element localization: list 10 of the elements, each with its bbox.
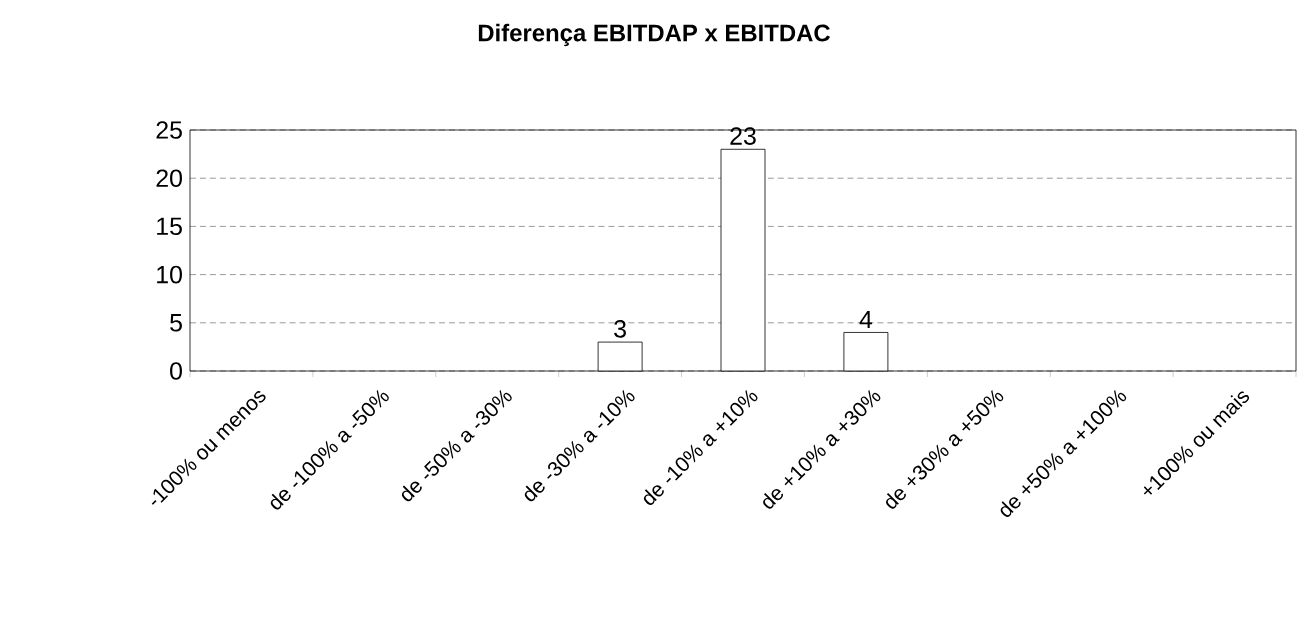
- y-tick-label: 25: [156, 121, 182, 139]
- y-tick-label: 0: [170, 362, 182, 380]
- data-label: 3: [614, 320, 626, 338]
- y-tick-label: 20: [156, 169, 182, 188]
- y-tick-label: 10: [157, 265, 182, 284]
- data-label: 23: [730, 127, 756, 145]
- y-tick-label: 5: [170, 314, 182, 332]
- chart-title: Diferença EBITDAP x EBITDAC: [478, 23, 831, 47]
- data-label: 4: [859, 310, 873, 329]
- y-tick-label: 15: [157, 217, 182, 236]
